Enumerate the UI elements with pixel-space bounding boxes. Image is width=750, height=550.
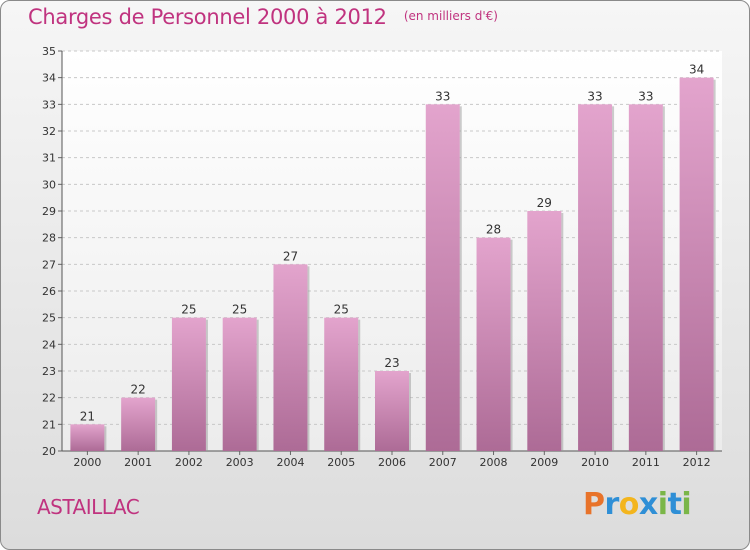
bar [628, 104, 663, 451]
chart-subtitle: (en milliers d'€) [403, 9, 498, 23]
x-tick-label: 2006 [378, 456, 406, 469]
data-label: 34 [689, 63, 704, 77]
bar-shadow [155, 399, 158, 451]
y-tick-label: 22 [42, 392, 56, 405]
commune-name: ASTAILLAC [37, 495, 140, 519]
y-tick-label: 24 [42, 338, 56, 351]
bar [425, 104, 460, 451]
y-tick-label: 21 [42, 418, 56, 431]
data-label: 21 [80, 409, 95, 423]
title-row: Charges de Personnel 2000 à 2012 (en mil… [28, 5, 498, 29]
bar [70, 424, 105, 451]
bar-shadow [662, 106, 665, 451]
x-tick-label: 2008 [480, 456, 508, 469]
data-label: 25 [334, 303, 349, 317]
y-tick-label: 23 [42, 365, 56, 378]
x-tick-label: 2002 [175, 456, 203, 469]
y-tick-label: 25 [42, 312, 56, 325]
y-tick-label: 33 [42, 98, 56, 111]
y-tick-label: 30 [42, 178, 56, 191]
x-tick-label: 2004 [276, 456, 304, 469]
x-tick-label: 2007 [429, 456, 457, 469]
x-tick-label: 2011 [632, 456, 660, 469]
y-tick-label: 29 [42, 205, 56, 218]
logo-letter: P [583, 487, 605, 522]
bar-shadow [104, 426, 107, 451]
x-tick-label: 2009 [530, 456, 558, 469]
data-label: 25 [181, 303, 196, 317]
data-label: 22 [131, 383, 146, 397]
x-tick-label: 2010 [581, 456, 609, 469]
y-tick-label: 32 [42, 125, 56, 138]
bar [222, 317, 257, 451]
x-tick-label: 2003 [226, 456, 254, 469]
logo-letter: i [657, 487, 668, 522]
data-label: 33 [638, 89, 653, 103]
bar [324, 317, 359, 451]
bar [121, 397, 156, 451]
data-label: 27 [283, 249, 298, 263]
data-label: 33 [435, 89, 450, 103]
x-tick-label: 2000 [73, 456, 101, 469]
bar-shadow [459, 106, 462, 451]
y-tick-label: 20 [42, 445, 56, 458]
data-label: 33 [587, 89, 602, 103]
bar-shadow [358, 319, 361, 451]
y-tick-label: 27 [42, 258, 56, 271]
y-tick-label: 26 [42, 285, 56, 298]
y-tick-label: 34 [42, 72, 56, 85]
bar [171, 317, 206, 451]
data-label: 23 [384, 356, 399, 370]
logo-letter: r [604, 487, 620, 522]
bar [679, 77, 714, 452]
bar-shadow [561, 213, 564, 451]
y-tick-label: 31 [42, 152, 56, 165]
logo-letter: o [618, 487, 640, 522]
bar-shadow [307, 266, 310, 451]
data-label: 29 [537, 196, 552, 210]
logo-letter: x [638, 487, 658, 522]
bar-shadow [510, 239, 513, 451]
logo-letter: t [667, 487, 682, 522]
x-tick-label: 2012 [683, 456, 711, 469]
bar [578, 104, 613, 451]
bar [527, 211, 562, 451]
chart-title: Charges de Personnel 2000 à 2012 [28, 5, 387, 29]
bar [375, 371, 409, 451]
y-tick-label: 35 [42, 45, 56, 58]
data-label: 28 [486, 223, 501, 237]
logo-letter: i [681, 487, 692, 522]
data-label: 25 [232, 303, 247, 317]
bar-shadow [205, 319, 208, 451]
x-tick-label: 2005 [327, 456, 355, 469]
x-tick-label: 2001 [124, 456, 152, 469]
y-tick-label: 28 [42, 232, 56, 245]
bar [273, 264, 308, 451]
bar [476, 237, 511, 451]
bar-shadow [612, 106, 615, 451]
bar-shadow [409, 373, 411, 451]
bar-shadow [256, 319, 259, 451]
proxiti-logo[interactable]: Proxiti [583, 487, 692, 522]
bar-shadow [713, 79, 716, 452]
